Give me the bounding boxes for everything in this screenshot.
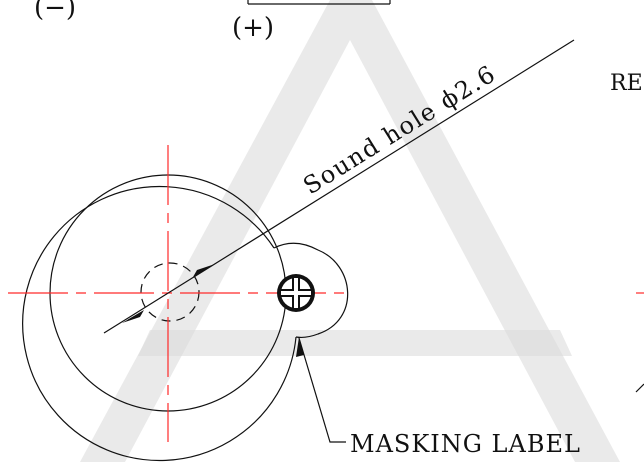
sound-hole-leader xyxy=(103,39,575,334)
leader-arrow-upper xyxy=(193,264,215,277)
sound-hole-circle xyxy=(140,262,200,322)
partial-reference-text: RE xyxy=(610,71,643,96)
masking-label-text: MASKING LABEL xyxy=(350,430,581,458)
terminal-pin xyxy=(277,274,315,312)
masking-arrow xyxy=(296,337,304,357)
partial-edge-mark xyxy=(635,383,644,393)
minus-terminal-label: (−) xyxy=(34,0,76,23)
leader-arrow-lower xyxy=(122,310,144,323)
watermark-logo xyxy=(80,0,620,462)
terminal-fragments xyxy=(247,0,391,5)
plus-terminal-label: (+) xyxy=(232,13,274,43)
masking-label-leader xyxy=(296,337,346,443)
